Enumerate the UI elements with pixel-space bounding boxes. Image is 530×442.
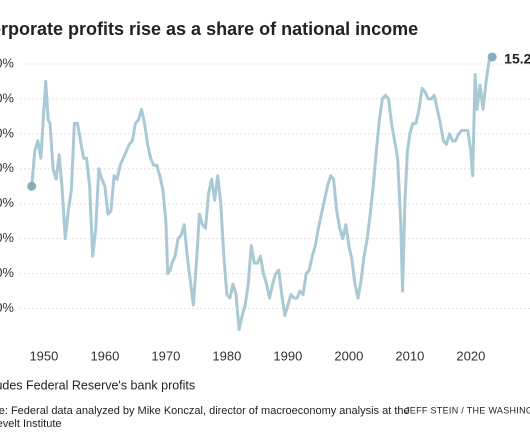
x-tick-label: 1950: [29, 348, 58, 363]
x-tick-label: 1980: [212, 348, 241, 363]
y-tick-label: 14.0%: [0, 90, 14, 105]
credit: JEFF STEIN / THE WASHINGTON POST: [405, 405, 530, 415]
y-tick-label: 11.0%: [0, 195, 14, 210]
x-tick-label: 2020: [456, 348, 485, 363]
y-tick-label: 9.0%: [0, 265, 14, 280]
end-label: 15.2%: [504, 51, 530, 67]
y-tick-label: 12.0%: [0, 160, 14, 175]
y-tick-label: 15.0%: [0, 55, 14, 70]
y-tick-label: 13.0%: [0, 125, 14, 140]
x-tick-label: 2010: [395, 348, 424, 363]
x-tick-label: 1960: [90, 348, 119, 363]
chart-title: Corporate profits rise as a share of nat…: [0, 19, 418, 39]
x-tick-label: 1990: [273, 348, 302, 363]
source: Source: Federal data analyzed by Mike Ko…: [0, 405, 410, 417]
end-marker: [487, 52, 497, 62]
end-marker: [27, 181, 37, 191]
footnote: Includes Federal Reserve's bank profits: [0, 378, 195, 392]
x-tick-label: 2000: [334, 348, 363, 363]
source: Roosevelt Institute: [0, 418, 62, 430]
line: [30, 55, 494, 332]
y-tick-label: 10.0%: [0, 230, 14, 245]
x-tick-label: 1970: [151, 348, 180, 363]
y-tick-label: 8.0%: [0, 300, 14, 315]
